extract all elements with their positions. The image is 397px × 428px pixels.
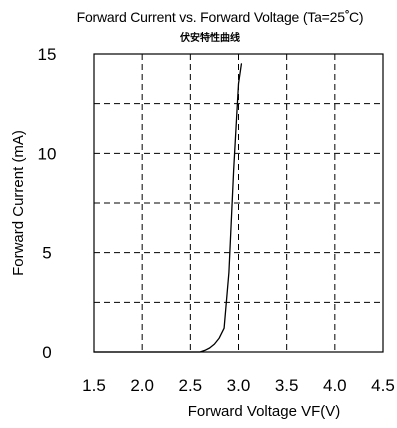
series-layer	[93, 63, 243, 353]
x-axis-label: Forward Voltage VF(V)	[188, 403, 341, 420]
x-tick-label: 3.0	[227, 376, 251, 395]
y-tick-labels: 0 5 10 15	[38, 45, 57, 362]
chart-title: Forward Current vs. Forward Voltage (Ta=…	[77, 9, 364, 25]
chart-title-main: Forward Current vs. Forward Voltage (Ta=…	[77, 9, 346, 25]
y-tick-label: 0	[42, 343, 51, 362]
x-tick-labels: 1.5 2.0 2.5 3.0 3.5 4.0 4.5	[82, 376, 395, 395]
series-line	[93, 63, 243, 353]
y-tick-label: 10	[38, 144, 57, 163]
y-tick-label: 15	[38, 45, 57, 64]
y-tick-label: 5	[42, 244, 51, 263]
x-tick-label: 4.5	[371, 376, 395, 395]
grid-lines	[94, 54, 383, 352]
chart-subtitle: 伏安特性曲线	[179, 31, 240, 44]
chart-title-unit: C)	[349, 9, 363, 25]
x-tick-label: 2.5	[179, 376, 203, 395]
x-tick-label: 4.0	[323, 376, 347, 395]
x-tick-label: 1.5	[82, 376, 106, 395]
chart-title-degree: °	[345, 9, 349, 21]
x-tick-label: 2.0	[130, 376, 154, 395]
x-tick-label: 3.5	[275, 376, 299, 395]
y-axis-label: Forward Current (mA)	[10, 130, 27, 276]
